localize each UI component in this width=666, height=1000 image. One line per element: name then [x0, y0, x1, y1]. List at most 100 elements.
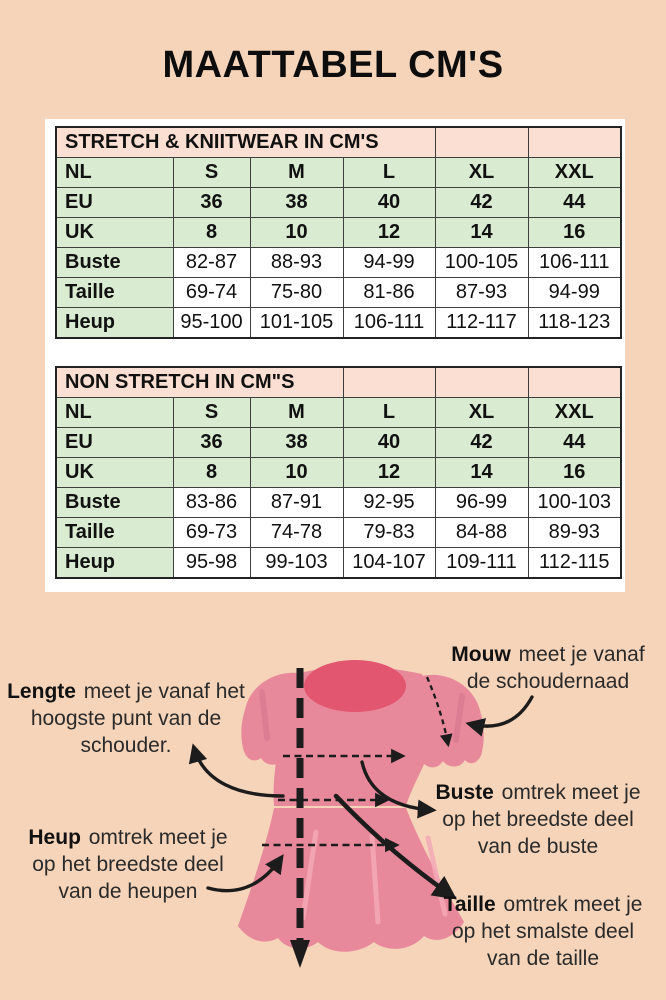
length-arrowhead — [290, 940, 310, 968]
measure-value: 87-91 — [249, 487, 344, 518]
buste-arrow — [360, 760, 437, 819]
size-value: 36 — [172, 427, 251, 458]
measure-value: 118-123 — [527, 307, 622, 339]
annotation-taille-lead: Taille — [443, 893, 496, 916]
size-row-uk: UK 8 10 12 14 16 — [55, 217, 622, 248]
size-value: M — [249, 157, 344, 188]
size-row-uk: UK 8 10 12 14 16 — [55, 457, 622, 488]
measure-value: 94-99 — [527, 277, 622, 308]
sleeve-fold-right — [453, 693, 465, 743]
size-value: 40 — [342, 427, 436, 458]
annotation-heup-lines: op het breedste deel van de heupen — [32, 853, 224, 903]
annotation-heup: Heup omtrek meet je op het breedste deel… — [4, 824, 252, 905]
size-system-label: UK — [55, 217, 174, 248]
measure-value: 106-111 — [527, 247, 622, 278]
annotation-lengte-text: meet je vanaf het — [77, 680, 245, 703]
measure-value: 95-100 — [172, 307, 251, 339]
annotation-heup-lead: Heup — [28, 826, 81, 849]
annotation-buste-lines: op het breedste deel van de buste — [442, 808, 634, 858]
measure-label: Taille — [55, 517, 174, 548]
size-row-nl: NL S M L XL XXL — [55, 157, 622, 188]
measurement-diagram: Lengte meet je vanaf het hoogste punt va… — [0, 600, 666, 1000]
measure-value: 92-95 — [342, 487, 436, 518]
measure-value: 75-80 — [249, 277, 344, 308]
annotation-taille: Taille omtrek meet je op het smalste dee… — [420, 891, 666, 972]
measure-value: 82-87 — [172, 247, 251, 278]
measure-value: 94-99 — [342, 247, 436, 278]
annotation-lengte: Lengte meet je vanaf het hoogste punt va… — [2, 678, 250, 759]
size-value: XL — [434, 157, 529, 188]
table-title-row: STRETCH & KNIITWEAR IN CM'S — [55, 126, 622, 158]
lengte-arrow — [188, 743, 285, 798]
size-value: 42 — [434, 427, 529, 458]
sleeve-measure-line — [425, 676, 453, 748]
table-title: STRETCH & KNIITWEAR IN CM'S — [55, 126, 436, 158]
measure-row-heup: Heup 95-100 101-105 106-111 112-117 118-123 — [55, 307, 622, 339]
non-stretch-table: NON STRETCH IN CM"S NL S M L XL XXL EU 36 38 40 42 4… — [55, 366, 622, 579]
measure-value: 89-93 — [527, 517, 622, 548]
measure-label: Buste — [55, 247, 174, 278]
annotation-mouw-text: meet je vanaf — [512, 643, 645, 666]
measure-value: 69-73 — [172, 517, 251, 548]
table-title-spacer-cell — [527, 366, 622, 398]
table-title-spacer-cell — [434, 366, 529, 398]
dress-skirt — [238, 808, 464, 952]
measure-value: 79-83 — [342, 517, 436, 548]
measure-label: Taille — [55, 277, 174, 308]
size-value: L — [342, 397, 436, 428]
measure-label: Heup — [55, 547, 174, 579]
measure-value: 100-103 — [527, 487, 622, 518]
size-value: 10 — [249, 217, 344, 248]
measure-value: 104-107 — [342, 547, 436, 579]
size-row-nl: NL S M L XL XXL — [55, 397, 622, 428]
size-row-eu: EU 36 38 40 42 44 — [55, 187, 622, 218]
measure-value: 84-88 — [434, 517, 529, 548]
size-value: 38 — [249, 427, 344, 458]
size-tables-sheet: STRETCH & KNIITWEAR IN CM'S NL S M L XL XXL EU 3… — [45, 119, 625, 592]
measure-value: 96-99 — [434, 487, 529, 518]
measure-value: 99-103 — [249, 547, 344, 579]
size-value: 10 — [249, 457, 344, 488]
measure-label: Heup — [55, 307, 174, 339]
size-system-label: NL — [55, 397, 174, 428]
heup-arrow — [206, 854, 284, 893]
skirt-fold-1 — [300, 829, 319, 921]
annotation-buste-lead: Buste — [435, 781, 494, 804]
size-value: 8 — [172, 217, 251, 248]
measure-row-taille: Taille 69-74 75-80 81-86 87-93 94-99 — [55, 277, 622, 308]
annotation-mouw: Mouw meet je vanaf de schoudernaad — [430, 641, 666, 695]
annotation-lengte-lines: hoogste punt van de schouder. — [30, 707, 222, 757]
size-value: 42 — [434, 187, 529, 218]
table-title-spacer-cell — [342, 366, 436, 398]
size-row-eu: EU 36 38 40 42 44 — [55, 427, 622, 458]
measure-row-buste: Buste 83-86 87-91 92-95 96-99 100-103 — [55, 487, 622, 518]
size-value: S — [172, 157, 251, 188]
size-value: 16 — [527, 457, 622, 488]
page-title: MAATTABEL CM'S — [162, 44, 504, 86]
taille-arrow — [333, 793, 457, 900]
measure-value: 101-105 — [249, 307, 344, 339]
size-value: S — [172, 397, 251, 428]
table-title-spacer-cell — [527, 126, 622, 158]
dress-illustration — [188, 660, 534, 968]
measure-value: 112-115 — [527, 547, 622, 579]
size-value: 14 — [434, 457, 529, 488]
size-value: 12 — [342, 217, 436, 248]
size-value: XXL — [527, 397, 622, 428]
annotation-mouw-lines: de schoudernaad — [466, 670, 630, 693]
size-system-label: EU — [55, 427, 174, 458]
measure-value: 83-86 — [172, 487, 251, 518]
measure-value: 100-105 — [434, 247, 529, 278]
measure-row-buste: Buste 82-87 88-93 94-99 100-105 106-111 — [55, 247, 622, 278]
measure-value: 69-74 — [172, 277, 251, 308]
annotation-mouw-lead: Mouw — [451, 643, 511, 666]
table-title-row: NON STRETCH IN CM"S — [55, 366, 622, 398]
size-value: 44 — [527, 427, 622, 458]
measure-value: 88-93 — [249, 247, 344, 278]
annotation-buste-text: omtrek meet je — [495, 781, 641, 804]
table-title: NON STRETCH IN CM"S — [55, 366, 344, 398]
size-system-label: NL — [55, 157, 174, 188]
size-value: 36 — [172, 187, 251, 218]
dress-neckline — [304, 660, 406, 712]
